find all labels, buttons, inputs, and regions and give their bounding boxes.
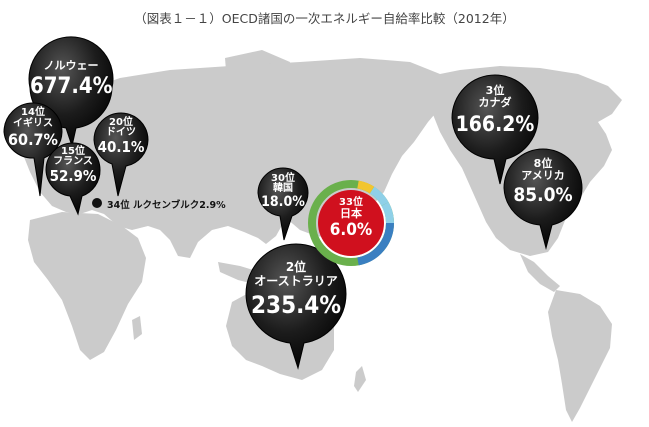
country-rank: 15位 [61, 146, 85, 157]
country-name: 日本 [340, 207, 362, 220]
japan-ring [308, 180, 395, 266]
bubble-australia: 2位 オーストラリア 235.4% [246, 244, 346, 344]
country-value: 60.7% [8, 130, 58, 149]
label-luxembourg: 34位 ルクセンブルク2.9% [107, 200, 226, 211]
country-rank: 8位 [533, 157, 553, 170]
country-value: 40.1% [97, 138, 145, 156]
country-name: カナダ [478, 96, 512, 109]
bubble-france: 15位 フランス 52.9% [46, 143, 100, 197]
country-name: 韓国 [273, 183, 293, 194]
country-value: 677.4% [30, 74, 113, 99]
country-name: アメリカ [521, 169, 565, 182]
country-name: イギリス [13, 118, 53, 129]
country-value: 6.0% [329, 220, 373, 240]
bubble-norway: ノルウェー 677.4% [30, 46, 112, 130]
country-value: 52.9% [49, 167, 97, 185]
country-rank: 30位 [271, 173, 295, 184]
bubble-germany: 20位 ドイツ 40.1% [94, 113, 148, 167]
luxembourg-dot-icon [92, 198, 102, 208]
country-rank: 33位 [339, 197, 363, 208]
bubble-uk: 14位 イギリス 60.7% [4, 103, 62, 161]
country-rank: 20位 [109, 117, 133, 128]
bubble-korea: 30位 韓国 18.0% [258, 168, 308, 218]
country-value: 18.0% [261, 194, 305, 210]
country-name: ドイツ [106, 127, 136, 138]
country-value: 85.0% [513, 184, 573, 206]
bubble-canada: 3位 カナダ 166.2% [452, 75, 538, 161]
country-name: フランス [53, 156, 93, 167]
country-rank: 3位 [485, 84, 505, 97]
country-name: ノルウェー [43, 59, 99, 72]
country-name: オーストラリア [254, 274, 338, 288]
country-value: 235.4% [251, 291, 341, 319]
country-rank: 14位 [21, 107, 45, 118]
bubble-japan: 33位 日本 6.0% [318, 190, 384, 256]
bubble-usa: 8位 アメリカ 85.0% [504, 149, 582, 227]
country-value: 166.2% [455, 112, 535, 136]
chart-title: （図表１－１）OECD諸国の一次エネルギー自給率比較（2012年） [134, 11, 515, 26]
country-rank: 2位 [285, 260, 307, 274]
